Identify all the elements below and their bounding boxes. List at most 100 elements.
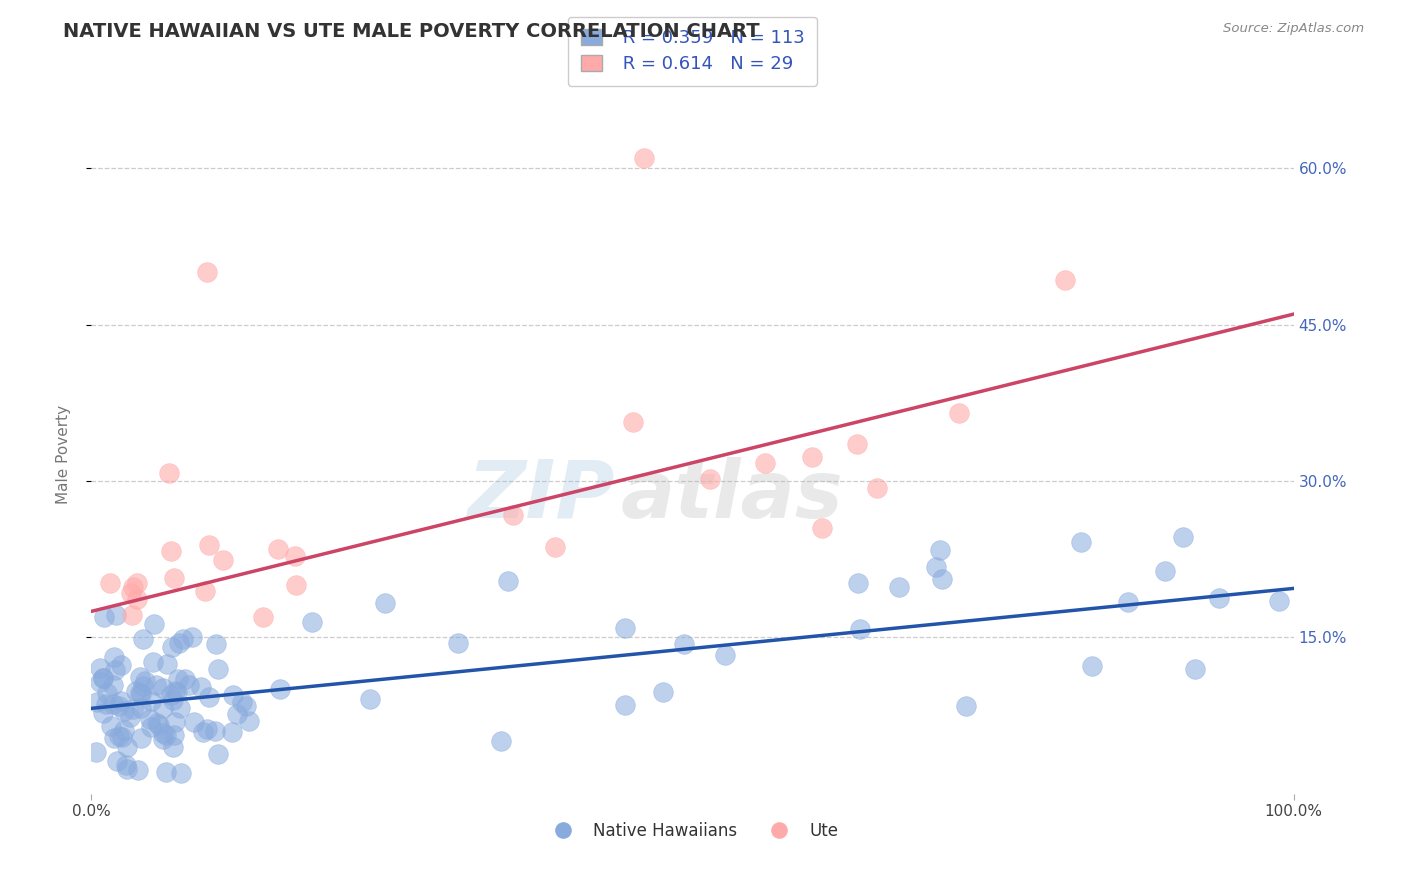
Point <box>207 747 229 762</box>
Point <box>93 610 115 624</box>
Point <box>89 674 111 689</box>
Point <box>1184 662 1206 676</box>
Point <box>1081 659 1104 673</box>
Point <box>811 520 834 534</box>
Point <box>267 541 290 556</box>
Point <box>162 740 184 755</box>
Point <box>101 678 124 692</box>
Point <box>160 689 183 703</box>
Point <box>105 754 128 768</box>
Point <box>169 701 191 715</box>
Point <box>121 607 143 622</box>
Point <box>167 672 190 686</box>
Point <box>849 622 872 636</box>
Point <box>152 726 174 740</box>
Point <box>129 686 152 700</box>
Point <box>207 663 229 677</box>
Point <box>169 636 191 650</box>
Point <box>252 610 274 624</box>
Point <box>163 728 186 742</box>
Point <box>122 580 145 594</box>
Point <box>84 746 107 760</box>
Point <box>93 671 115 685</box>
Point <box>139 721 162 735</box>
Point <box>173 672 195 686</box>
Point <box>238 714 260 728</box>
Point <box>198 690 221 705</box>
Point <box>152 681 174 695</box>
Point <box>146 715 169 730</box>
Point <box>165 714 187 729</box>
Point <box>148 718 170 732</box>
Point <box>614 621 637 635</box>
Point <box>544 541 567 555</box>
Point <box>89 661 111 675</box>
Point <box>651 684 673 698</box>
Point <box>120 586 142 600</box>
Point <box>152 731 174 746</box>
Point <box>145 678 167 692</box>
Point <box>129 701 152 715</box>
Point <box>101 698 124 712</box>
Point <box>754 456 776 470</box>
Point <box>166 685 188 699</box>
Point <box>301 615 323 630</box>
Point <box>96 685 118 699</box>
Point <box>115 762 138 776</box>
Point <box>1053 273 1076 287</box>
Point <box>374 596 396 610</box>
Point <box>1154 564 1177 578</box>
Point <box>170 766 193 780</box>
Point <box>801 450 824 464</box>
Text: ZIP: ZIP <box>467 457 614 534</box>
Point <box>155 765 177 780</box>
Point <box>157 466 180 480</box>
Point <box>104 607 127 622</box>
Legend: Native Hawaiians, Ute: Native Hawaiians, Ute <box>540 815 845 847</box>
Point <box>929 543 952 558</box>
Point <box>134 674 156 689</box>
Point <box>131 632 153 646</box>
Point <box>633 151 655 165</box>
Point <box>155 728 177 742</box>
Point <box>269 681 291 696</box>
Point <box>496 574 519 588</box>
Point <box>143 616 166 631</box>
Point <box>91 671 114 685</box>
Point <box>190 681 212 695</box>
Point <box>955 699 977 714</box>
Point <box>122 702 145 716</box>
Point <box>172 632 194 646</box>
Point <box>115 758 138 772</box>
Point <box>94 697 117 711</box>
Point <box>1267 594 1289 608</box>
Point <box>112 704 135 718</box>
Point <box>284 578 307 592</box>
Point <box>110 657 132 672</box>
Point <box>235 699 257 714</box>
Point <box>191 724 214 739</box>
Point <box>231 695 253 709</box>
Point <box>127 764 149 778</box>
Point <box>98 576 121 591</box>
Point <box>284 549 307 564</box>
Point <box>108 729 131 743</box>
Point <box>948 406 970 420</box>
Point <box>198 538 221 552</box>
Point <box>152 701 174 715</box>
Point <box>714 648 737 663</box>
Point <box>195 722 218 736</box>
Point <box>125 575 148 590</box>
Point <box>179 678 201 692</box>
Text: NATIVE HAWAIIAN VS UTE MALE POVERTY CORRELATION CHART: NATIVE HAWAIIAN VS UTE MALE POVERTY CORR… <box>63 22 759 41</box>
Point <box>103 731 125 746</box>
Point <box>108 699 131 714</box>
Point <box>160 544 183 558</box>
Point <box>613 698 636 712</box>
Point <box>931 573 953 587</box>
Point <box>100 719 122 733</box>
Point <box>205 637 228 651</box>
Point <box>86 694 108 708</box>
Y-axis label: Male Poverty: Male Poverty <box>56 405 70 505</box>
Point <box>142 655 165 669</box>
